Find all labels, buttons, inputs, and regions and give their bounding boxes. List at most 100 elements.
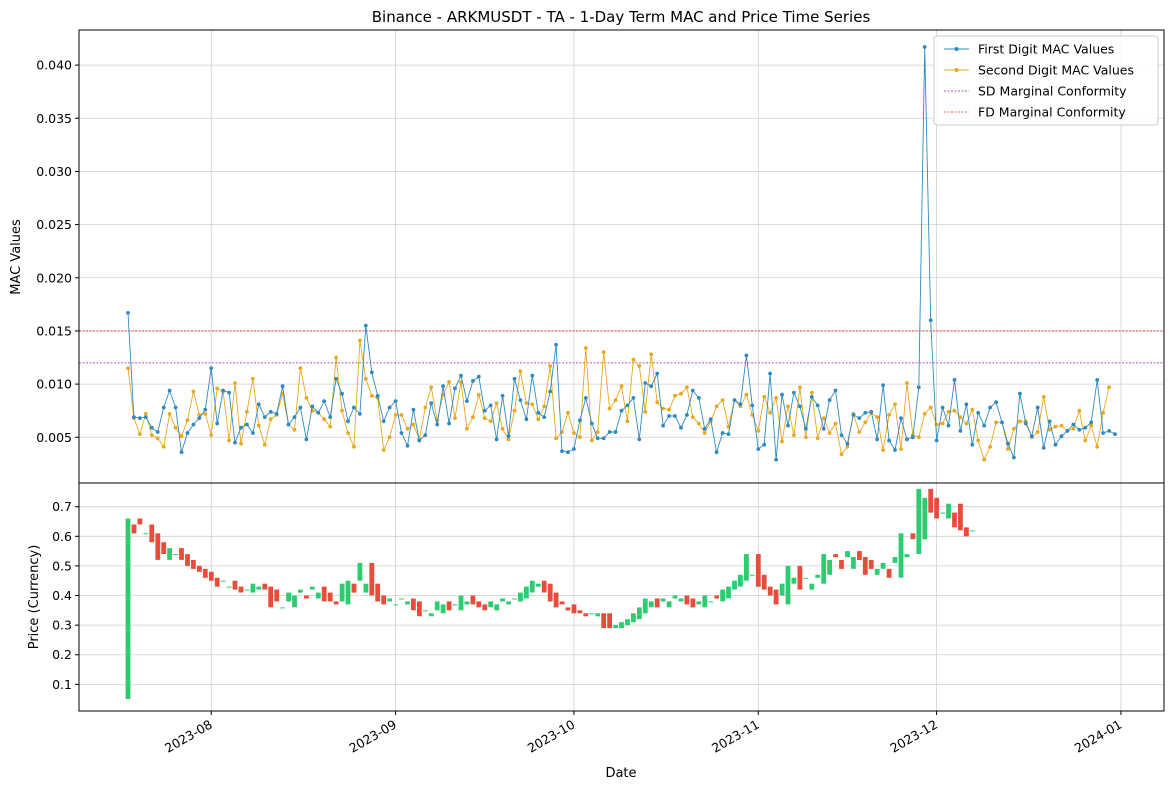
- price-candle: [541, 580, 547, 593]
- price-candle: [500, 598, 505, 602]
- price-candle: [619, 622, 624, 629]
- series-point: [1089, 420, 1094, 425]
- price-candle: [958, 503, 963, 531]
- price-candle: [553, 592, 559, 608]
- price-candle: [197, 565, 202, 572]
- series-point: [1018, 419, 1022, 424]
- series-point: [988, 444, 992, 449]
- series-point: [738, 402, 743, 407]
- price-candle: [726, 586, 731, 599]
- series-point: [744, 353, 749, 358]
- series-point: [679, 391, 683, 396]
- series-point: [768, 410, 772, 415]
- series-point: [702, 431, 707, 435]
- series-point: [1035, 405, 1040, 410]
- series-point: [494, 401, 499, 406]
- series-point: [893, 448, 897, 452]
- series-point: [970, 407, 975, 412]
- price-candle: [339, 583, 345, 602]
- price-candle: [280, 607, 285, 609]
- series-point: [298, 366, 303, 371]
- price-candle: [321, 586, 327, 602]
- price-y-tick-label: 0.7: [52, 499, 72, 514]
- series-point: [138, 432, 142, 436]
- price-candle: [910, 533, 916, 540]
- series-point: [952, 378, 957, 382]
- series-point: [1107, 385, 1111, 390]
- series-point: [548, 364, 553, 368]
- price-candle: [637, 607, 642, 620]
- mac-series: [126, 45, 1117, 462]
- series-point: [399, 431, 404, 435]
- series-point: [399, 413, 404, 417]
- series-point: [780, 392, 784, 397]
- series-point: [1006, 447, 1010, 451]
- series-point: [334, 355, 338, 360]
- x-axis-label: Date: [605, 766, 636, 781]
- series-point: [435, 422, 440, 427]
- price-candle: [167, 548, 172, 560]
- series-point: [661, 423, 665, 428]
- price-candle: [868, 560, 874, 569]
- price-y-tick-label: 0.6: [52, 529, 72, 544]
- series-point: [1083, 438, 1088, 443]
- price-candle: [137, 518, 143, 525]
- series-point: [542, 404, 547, 409]
- price-candle: [262, 583, 268, 590]
- series-point: [833, 388, 838, 393]
- price-candle: [375, 583, 381, 602]
- series-point: [381, 448, 386, 452]
- series-point: [173, 405, 178, 410]
- price-candle: [238, 586, 244, 593]
- price-candle: [601, 613, 607, 629]
- series-point: [833, 421, 838, 426]
- series-point: [191, 422, 196, 427]
- series-point: [762, 442, 767, 447]
- series-point: [482, 408, 487, 413]
- series-point: [928, 318, 933, 323]
- series-point: [572, 431, 576, 435]
- series-point: [512, 376, 517, 381]
- price-candle: [684, 595, 690, 605]
- series-point: [1000, 420, 1004, 425]
- series-line: [127, 340, 1110, 461]
- series-point: [126, 311, 130, 315]
- series-point: [803, 435, 808, 440]
- series-point: [792, 390, 796, 395]
- price-candle: [149, 524, 155, 543]
- series-point: [1041, 446, 1046, 450]
- series-point: [1035, 430, 1040, 434]
- series-point: [1012, 426, 1016, 431]
- series-point: [387, 405, 392, 410]
- series-point: [298, 405, 303, 410]
- series-point: [143, 415, 148, 419]
- price-candle: [411, 598, 416, 611]
- series-point: [1077, 427, 1082, 432]
- series-point: [750, 403, 755, 408]
- series-point: [488, 419, 493, 424]
- price-candle: [565, 607, 571, 611]
- mac-y-tick-label: 0.030: [36, 164, 72, 179]
- mac-y-tick-label: 0.010: [36, 377, 72, 392]
- series-point: [1023, 421, 1028, 426]
- series-point: [453, 416, 457, 420]
- series-point: [827, 431, 832, 435]
- series-point: [958, 415, 963, 419]
- series-point: [1047, 427, 1052, 432]
- price-candle: [940, 512, 945, 514]
- price-candle: [173, 554, 178, 556]
- x-tick-label: 2023-10: [525, 717, 578, 756]
- series-point: [869, 409, 874, 414]
- price-y-axis-label: Price (Currency): [27, 545, 42, 650]
- series-point: [601, 350, 606, 355]
- series-point: [976, 438, 981, 443]
- price-candle: [744, 554, 749, 581]
- series-point: [958, 429, 963, 433]
- mac-y-tick-label: 0.015: [36, 323, 72, 338]
- series-point: [518, 398, 523, 402]
- series-point: [940, 421, 945, 426]
- series-point: [1095, 378, 1100, 382]
- series-point: [708, 417, 713, 422]
- series-point: [613, 398, 618, 402]
- series-point: [268, 417, 273, 422]
